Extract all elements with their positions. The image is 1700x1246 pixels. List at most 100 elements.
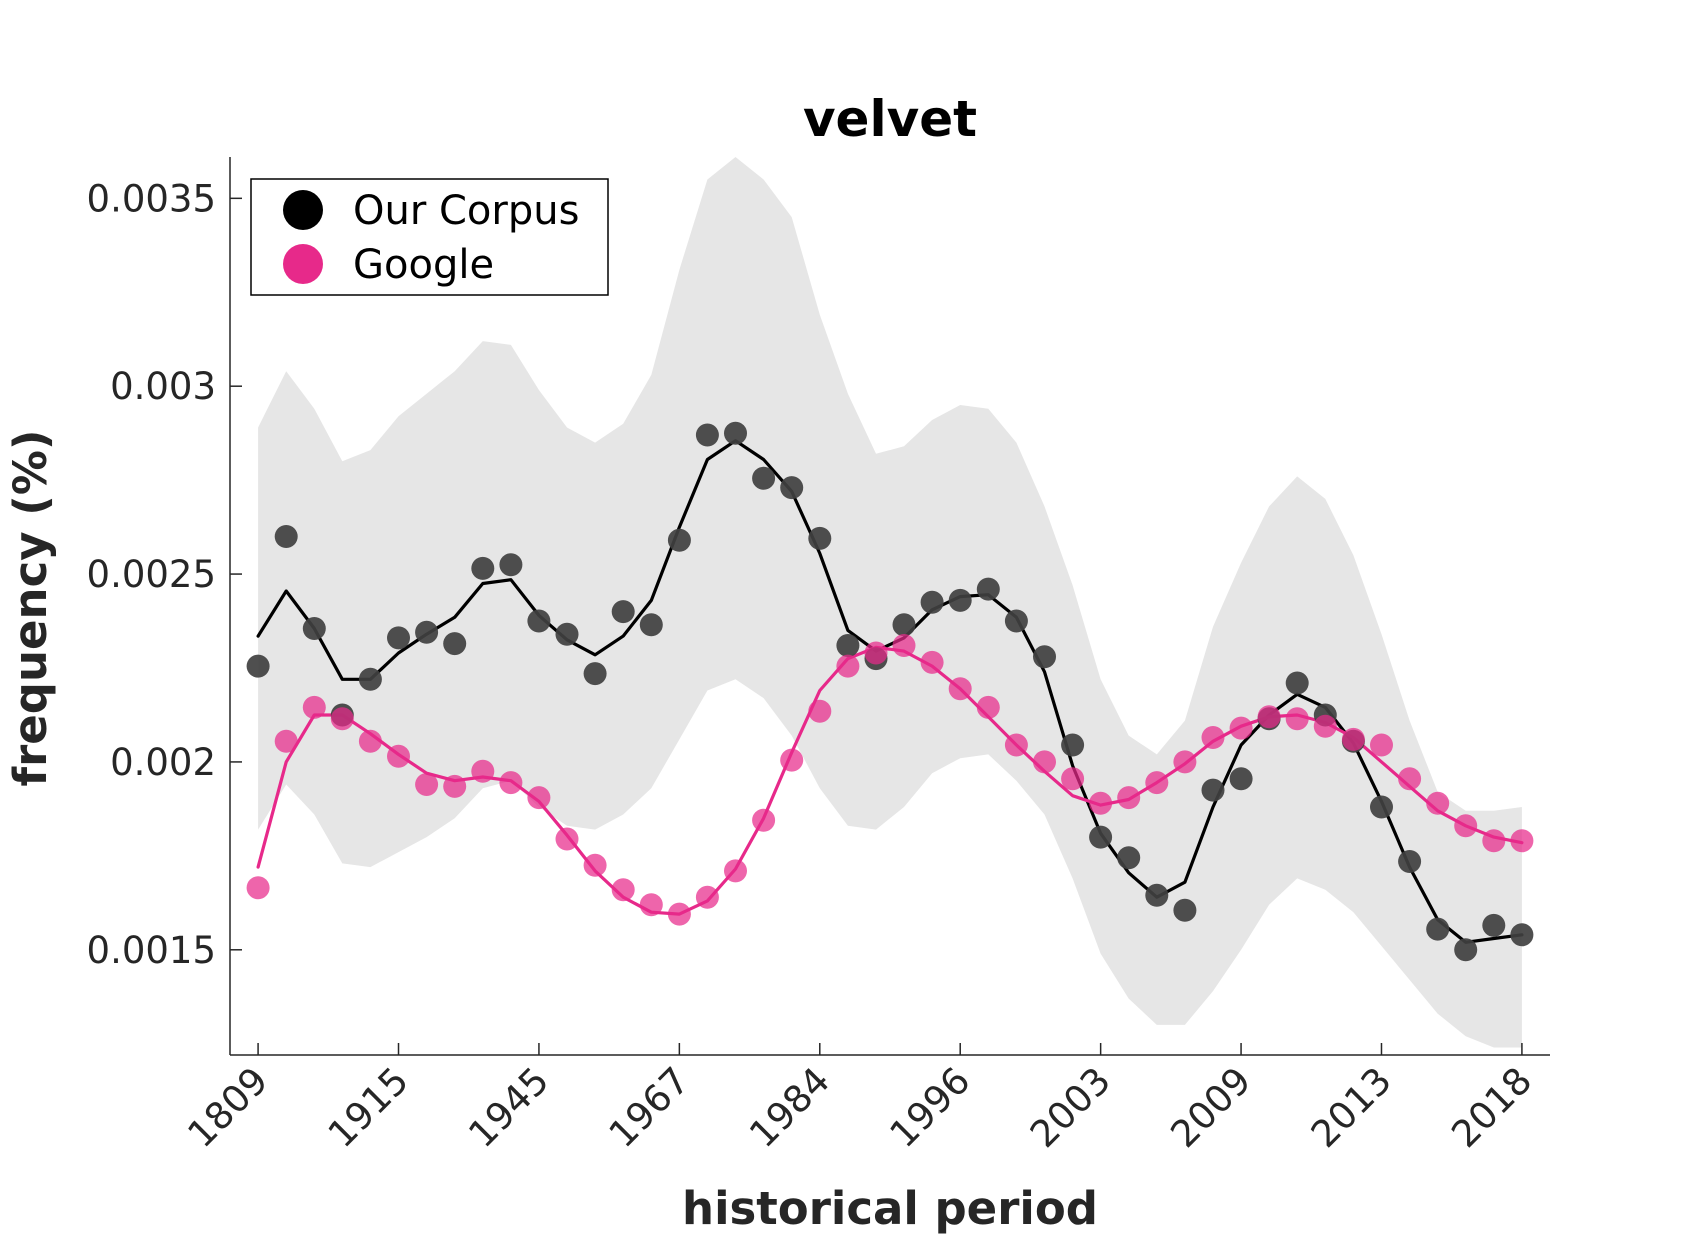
data-point-our-corpus	[1201, 778, 1225, 802]
data-point-our-corpus	[920, 590, 944, 614]
data-point-our-corpus	[1145, 883, 1169, 907]
data-point-google	[1454, 814, 1478, 838]
data-point-our-corpus	[780, 476, 804, 500]
data-point-our-corpus	[1482, 913, 1506, 937]
data-point-google	[780, 748, 804, 772]
data-point-google	[443, 774, 467, 798]
data-point-our-corpus	[415, 620, 439, 644]
data-point-our-corpus	[387, 626, 410, 650]
data-point-google	[555, 827, 579, 851]
data-point-google	[611, 878, 635, 902]
data-point-our-corpus	[1370, 795, 1393, 819]
data-point-google	[1033, 750, 1056, 774]
data-point-google	[1313, 714, 1337, 738]
y-tick-label: 0.0015	[87, 929, 216, 972]
data-point-google	[976, 695, 1000, 719]
data-point-our-corpus	[1398, 850, 1422, 873]
data-point-our-corpus	[724, 421, 747, 445]
data-point-google	[330, 707, 354, 731]
data-point-google	[1061, 767, 1085, 791]
data-point-our-corpus	[583, 662, 607, 686]
data-point-our-corpus	[695, 423, 719, 447]
x-tick-label: 1967	[601, 1059, 698, 1156]
data-point-google	[1173, 750, 1197, 774]
data-point-our-corpus	[1510, 923, 1534, 947]
x-tick-label: 2013	[1303, 1059, 1400, 1156]
data-point-google	[948, 677, 972, 701]
x-tick-label: 1996	[882, 1059, 979, 1156]
data-point-our-corpus	[555, 622, 579, 646]
data-point-google	[274, 729, 298, 753]
series-line-layer	[256, 439, 1524, 944]
data-point-our-corpus	[1426, 917, 1450, 941]
legend-label-google: Google	[353, 242, 494, 288]
data-point-google	[1145, 771, 1169, 795]
legend-marker-our-corpus	[283, 190, 323, 230]
data-point-google	[752, 808, 776, 832]
y-tick-label: 0.0025	[87, 553, 216, 596]
data-point-our-corpus	[1173, 898, 1197, 922]
data-point-google	[1117, 786, 1141, 810]
data-point-our-corpus	[471, 556, 495, 580]
data-point-google	[1398, 767, 1422, 791]
data-point-google	[302, 695, 326, 719]
y-tick-label: 0.002	[110, 741, 216, 784]
data-point-google	[1201, 726, 1225, 749]
chart-title: velvet	[803, 90, 977, 148]
data-point-our-corpus	[358, 667, 382, 691]
data-point-google	[583, 853, 607, 877]
x-tick-label: 1984	[741, 1059, 838, 1156]
data-point-google	[695, 885, 719, 909]
data-point-google	[1341, 727, 1365, 751]
data-point-google	[1510, 829, 1534, 853]
x-tick-label: 2018	[1443, 1059, 1540, 1156]
data-point-google	[1257, 705, 1281, 729]
data-point-our-corpus	[1089, 825, 1113, 849]
data-point-our-corpus	[1229, 767, 1253, 791]
x-axis-title: historical period	[682, 1182, 1098, 1235]
data-point-google	[864, 641, 888, 665]
data-point-google	[667, 902, 691, 926]
data-point-our-corpus	[1285, 671, 1309, 695]
data-point-our-corpus	[948, 588, 972, 612]
data-point-our-corpus	[1004, 609, 1028, 633]
x-tick-label: 2003	[1022, 1059, 1119, 1156]
data-point-our-corpus	[1117, 846, 1141, 870]
data-point-google	[920, 650, 944, 674]
data-point-google	[471, 759, 495, 783]
legend-label-our-corpus: Our Corpus	[353, 188, 579, 234]
data-point-our-corpus	[527, 609, 551, 633]
data-point-google	[1482, 829, 1506, 853]
data-point-google	[724, 859, 747, 883]
x-tick-label: 1945	[460, 1059, 557, 1156]
data-point-our-corpus	[752, 466, 776, 490]
data-point-google	[1089, 791, 1113, 815]
data-point-our-corpus	[836, 634, 860, 657]
data-point-our-corpus	[443, 632, 467, 656]
data-point-google	[358, 729, 382, 753]
y-tick-label: 0.003	[110, 365, 216, 408]
data-point-our-corpus	[246, 654, 270, 678]
legend-marker-google	[283, 244, 323, 284]
data-point-our-corpus	[892, 613, 916, 637]
x-tick-label: 1915	[320, 1059, 417, 1156]
data-point-our-corpus	[808, 526, 832, 550]
series-line-our-corpus	[256, 439, 1524, 944]
data-point-google	[387, 744, 410, 768]
data-point-google	[1426, 791, 1450, 815]
data-point-google	[808, 699, 832, 723]
legend: Our Corpus Google	[250, 178, 609, 296]
data-point-google	[415, 773, 439, 796]
data-point-google	[499, 771, 523, 795]
x-tick-label: 2009	[1162, 1059, 1259, 1156]
data-point-our-corpus	[639, 613, 663, 637]
data-point-google	[836, 654, 860, 678]
data-point-google	[1370, 733, 1393, 757]
data-point-google	[1229, 716, 1253, 740]
series-line-google	[256, 645, 1524, 916]
data-point-google	[1285, 707, 1309, 731]
x-tick-label: 1809	[179, 1059, 276, 1156]
series-point-layer	[246, 421, 1534, 962]
data-point-our-corpus	[976, 577, 1000, 601]
